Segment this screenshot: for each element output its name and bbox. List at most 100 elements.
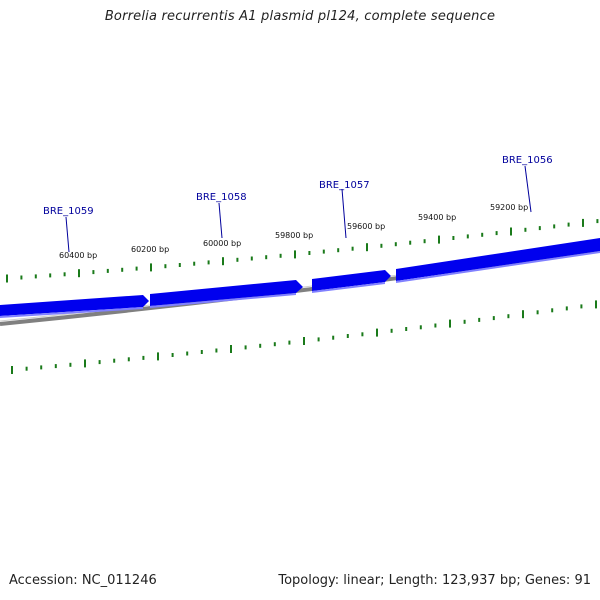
minor-tick <box>317 337 320 342</box>
minor-tick <box>390 328 393 333</box>
minor-tick <box>394 242 397 247</box>
accession-text: Accession: NC_011246 <box>9 573 157 588</box>
minor-tick <box>25 366 28 371</box>
leader-line <box>524 165 532 213</box>
upper-tick-track <box>6 218 599 283</box>
minor-tick <box>332 335 335 340</box>
minor-tick <box>40 365 43 370</box>
minor-tick <box>466 234 469 239</box>
gene-arrow-shadow <box>396 251 600 283</box>
major-tick <box>157 352 159 361</box>
minor-tick <box>337 248 340 253</box>
minor-tick <box>322 249 325 254</box>
position-label: 59800 bp <box>275 231 313 240</box>
minor-tick <box>106 268 109 273</box>
minor-tick <box>92 270 95 275</box>
minor-tick <box>200 350 203 354</box>
gene-arrow-shadow <box>150 293 296 308</box>
minor-tick <box>259 343 262 348</box>
minor-tick <box>215 348 218 353</box>
minor-tick <box>49 273 52 278</box>
major-tick <box>230 345 232 353</box>
minor-tick <box>34 274 37 279</box>
major-tick <box>84 359 86 368</box>
minor-tick <box>273 342 276 347</box>
leader-line <box>218 202 223 239</box>
minor-tick <box>434 323 437 328</box>
minor-tick <box>69 362 72 367</box>
major-tick <box>595 300 597 309</box>
minor-tick <box>538 226 541 231</box>
gene-arrow-bre-1059[interactable] <box>0 295 149 316</box>
gene-label-bre-1056[interactable]: BRE_1056 <box>502 155 553 166</box>
minor-tick <box>178 263 181 267</box>
minor-tick <box>551 308 554 313</box>
major-tick <box>376 328 378 337</box>
leader-line <box>65 216 70 253</box>
minor-tick <box>405 327 408 331</box>
minor-tick <box>361 332 364 337</box>
major-tick <box>449 319 451 328</box>
minor-tick <box>492 316 495 321</box>
position-label: 59200 bp <box>490 203 528 212</box>
minor-tick <box>351 246 354 251</box>
position-labels: 60400 bp 60200 bp 60000 bp 59800 bp 5960… <box>59 203 528 260</box>
gene-track <box>0 238 600 318</box>
minor-tick <box>524 227 527 232</box>
minor-tick <box>346 334 349 338</box>
gene-arrow-bre-1058[interactable] <box>150 280 303 306</box>
position-label: 60200 bp <box>131 245 169 254</box>
gene-arrow-shadow <box>0 307 143 318</box>
gene-arrow-bre-1057[interactable] <box>312 270 391 291</box>
leader-line <box>341 188 347 239</box>
minor-tick <box>423 239 426 244</box>
minor-tick <box>207 260 210 265</box>
major-tick <box>78 269 80 278</box>
sequence-summary: Topology: linear; Length: 123,937 bp; Ge… <box>278 573 591 588</box>
major-tick <box>294 250 296 259</box>
position-label: 59600 bp <box>347 222 385 231</box>
minor-tick <box>127 357 130 362</box>
gene-label-bre-1058[interactable]: BRE_1058 <box>196 192 247 203</box>
minor-tick <box>553 224 556 229</box>
position-label: 60000 bp <box>203 239 241 248</box>
minor-tick <box>452 236 455 240</box>
minor-tick <box>54 364 57 369</box>
minor-tick <box>250 256 253 261</box>
minor-tick <box>596 219 599 224</box>
minor-tick <box>308 251 311 255</box>
minor-tick <box>63 272 66 277</box>
gene-arrow-shadow <box>312 282 385 293</box>
minor-tick <box>507 314 510 319</box>
minor-tick <box>121 267 124 272</box>
major-tick <box>438 235 440 244</box>
minor-tick <box>380 243 383 248</box>
major-tick <box>222 257 224 266</box>
minor-tick <box>20 275 23 280</box>
minor-tick <box>265 255 268 260</box>
position-label: 60400 bp <box>59 251 97 260</box>
lower-tick-track <box>11 300 597 374</box>
minor-tick <box>478 317 481 322</box>
minor-tick <box>580 304 583 309</box>
minor-tick <box>171 353 174 357</box>
major-tick <box>510 227 512 236</box>
minor-tick <box>98 360 101 365</box>
minor-tick <box>567 222 570 227</box>
gene-labels: BRE_1059 BRE_1058 BRE_1057 BRE_1056 <box>43 155 553 217</box>
minor-tick <box>481 232 484 237</box>
major-tick <box>366 243 368 252</box>
gene-label-bre-1059[interactable]: BRE_1059 <box>43 206 94 217</box>
gene-label-leaders <box>65 165 532 253</box>
minor-tick <box>495 231 498 236</box>
minor-tick <box>565 306 568 311</box>
minor-tick <box>409 240 412 245</box>
minor-tick <box>113 358 116 363</box>
minor-tick <box>536 310 539 315</box>
gene-label-bre-1057[interactable]: BRE_1057 <box>319 180 370 191</box>
major-tick <box>303 337 305 345</box>
gene-arrow-bre-1056[interactable] <box>396 238 600 281</box>
major-tick <box>150 263 152 272</box>
minor-tick <box>236 257 239 262</box>
